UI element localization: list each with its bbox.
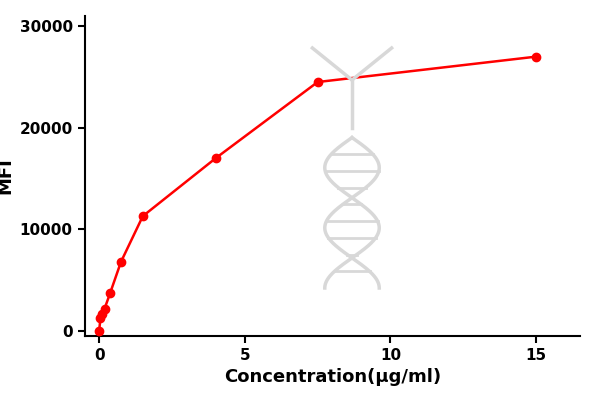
Y-axis label: MFI: MFI bbox=[0, 158, 14, 194]
X-axis label: Concentration(μg/ml): Concentration(μg/ml) bbox=[223, 368, 441, 386]
